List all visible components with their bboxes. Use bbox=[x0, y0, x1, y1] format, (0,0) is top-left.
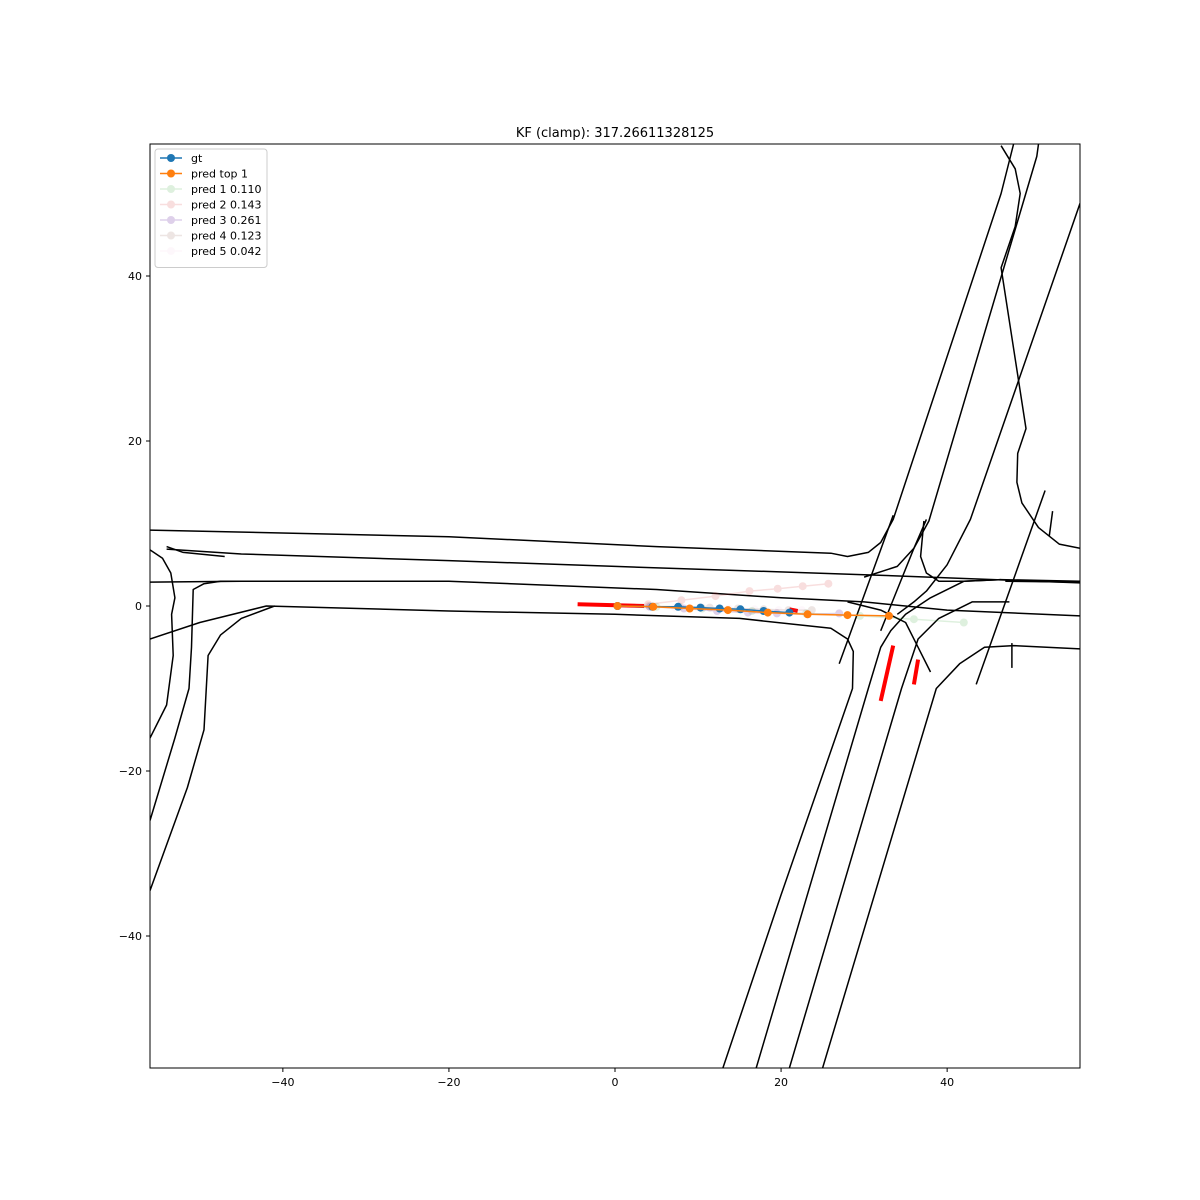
lane-line-4 bbox=[166, 545, 225, 558]
series-1-point-6 bbox=[843, 611, 852, 620]
series-3-point-2 bbox=[677, 596, 686, 605]
legend-entry-6: pred 5 0.042 bbox=[160, 245, 262, 258]
lane-line-16 bbox=[1000, 145, 1080, 550]
x-tick-label-3: 20 bbox=[774, 1076, 788, 1089]
legend-entry-2: pred 1 0.110 bbox=[160, 183, 262, 196]
legend-label-3: pred 2 0.143 bbox=[191, 199, 262, 212]
legend-dot-6 bbox=[167, 247, 175, 255]
series-1-point-3 bbox=[723, 606, 732, 615]
y-tick-label-2: 0 bbox=[135, 600, 142, 613]
trajectory-series bbox=[613, 579, 968, 627]
lane-line-1 bbox=[166, 548, 1080, 584]
lane-line-2 bbox=[150, 580, 1080, 617]
series-0-point-5 bbox=[736, 605, 745, 614]
series-1-point-7 bbox=[885, 611, 893, 620]
legend-entry-1: pred top 1 bbox=[160, 168, 248, 181]
legend-label-2: pred 1 0.110 bbox=[191, 183, 262, 196]
lane-line-15 bbox=[847, 601, 932, 673]
legend-dot-3 bbox=[167, 200, 175, 209]
legend-marker-4 bbox=[160, 216, 182, 224]
series-0-point-7 bbox=[785, 608, 794, 617]
y-tick-label-0: −40 bbox=[119, 930, 142, 943]
legend-dot-0 bbox=[167, 154, 175, 162]
legend-entry-5: pred 4 0.123 bbox=[160, 230, 262, 243]
series-1-point-4 bbox=[763, 608, 772, 617]
series-0-point-3 bbox=[696, 603, 705, 612]
series-line-1 bbox=[617, 605, 890, 617]
map-lanes bbox=[150, 144, 1080, 1068]
legend-entry-3: pred 2 0.143 bbox=[160, 199, 262, 212]
series-4-point-7 bbox=[835, 609, 844, 618]
legend-dot-2 bbox=[167, 185, 175, 193]
lane-line-5 bbox=[150, 549, 176, 739]
series-6-point-7 bbox=[797, 606, 806, 615]
lane-line-3 bbox=[150, 605, 855, 1068]
legend-label-4: pred 3 0.261 bbox=[191, 214, 262, 227]
chart-title: KF (clamp): 317.26611328125 bbox=[516, 126, 714, 141]
legend-box bbox=[154, 148, 268, 268]
x-tick-label-2: 0 bbox=[612, 1076, 619, 1089]
series-1-point-1 bbox=[649, 602, 658, 611]
lane-line-6 bbox=[150, 580, 242, 821]
legend-dot-4 bbox=[167, 216, 175, 224]
series-1 bbox=[613, 602, 893, 620]
lane-line-14 bbox=[880, 144, 1040, 632]
lane-line-0 bbox=[150, 144, 1015, 558]
series-0-point-2 bbox=[674, 602, 683, 611]
legend-label-0: gt bbox=[191, 152, 203, 165]
legend-marker-0 bbox=[160, 154, 182, 162]
series-3-point-3 bbox=[711, 592, 720, 601]
y-tick-label-3: 20 bbox=[128, 435, 142, 448]
legend-entry-4: pred 3 0.261 bbox=[160, 214, 262, 227]
legend-label-1: pred top 1 bbox=[191, 168, 248, 181]
series-3-point-5 bbox=[773, 584, 782, 593]
series-1-point-0 bbox=[613, 602, 622, 610]
y-tick-label-1: −20 bbox=[119, 765, 142, 778]
series-3-point-4 bbox=[745, 587, 754, 596]
lane-line-12 bbox=[919, 520, 1002, 583]
legend-marker-6 bbox=[160, 247, 182, 255]
legend-marker-2 bbox=[160, 185, 182, 193]
agent-box-3 bbox=[911, 659, 921, 685]
series-2-point-6 bbox=[909, 615, 918, 624]
legend-marker-3 bbox=[160, 200, 182, 209]
legend-marker-1 bbox=[160, 169, 182, 178]
legend-dot-5 bbox=[167, 231, 175, 240]
legend-label-5: pred 4 0.123 bbox=[191, 230, 262, 243]
x-tick-label-1: −20 bbox=[437, 1076, 460, 1089]
legend: gt pred top 1 pred 1 0.110 pred 2 0.143 pred… bbox=[154, 148, 268, 268]
lane-line-20 bbox=[1048, 511, 1054, 536]
legend-entry-0: gt bbox=[160, 152, 203, 165]
x-tick-label-4: 40 bbox=[940, 1076, 954, 1089]
agent-box-2 bbox=[878, 645, 896, 702]
series-0-point-4 bbox=[715, 604, 724, 613]
series-1-point-2 bbox=[685, 604, 694, 613]
legend-label-6: pred 5 0.042 bbox=[191, 245, 262, 258]
lane-line-11 bbox=[896, 203, 1080, 615]
lane-line-17 bbox=[838, 515, 894, 665]
y-tick-label-4: 40 bbox=[128, 270, 142, 283]
lane-line-21 bbox=[1005, 580, 1080, 583]
lane-line-10 bbox=[821, 644, 1080, 1068]
lane-line-7 bbox=[150, 605, 275, 891]
series-2-point-7 bbox=[959, 618, 968, 627]
legend-marker-5 bbox=[160, 231, 182, 240]
legend-dot-1 bbox=[167, 169, 175, 178]
x-tick-label-0: −40 bbox=[271, 1076, 294, 1089]
series-3-point-7 bbox=[824, 579, 833, 588]
series-3-point-6 bbox=[798, 582, 807, 591]
lane-line-18 bbox=[975, 490, 1046, 685]
lane-line-13 bbox=[863, 519, 928, 578]
series-1-point-5 bbox=[803, 610, 812, 619]
axes: −40 −20 0 20 40 −40 −20 0 20 40 bbox=[119, 270, 954, 1089]
lane-line-9 bbox=[788, 601, 1010, 1068]
